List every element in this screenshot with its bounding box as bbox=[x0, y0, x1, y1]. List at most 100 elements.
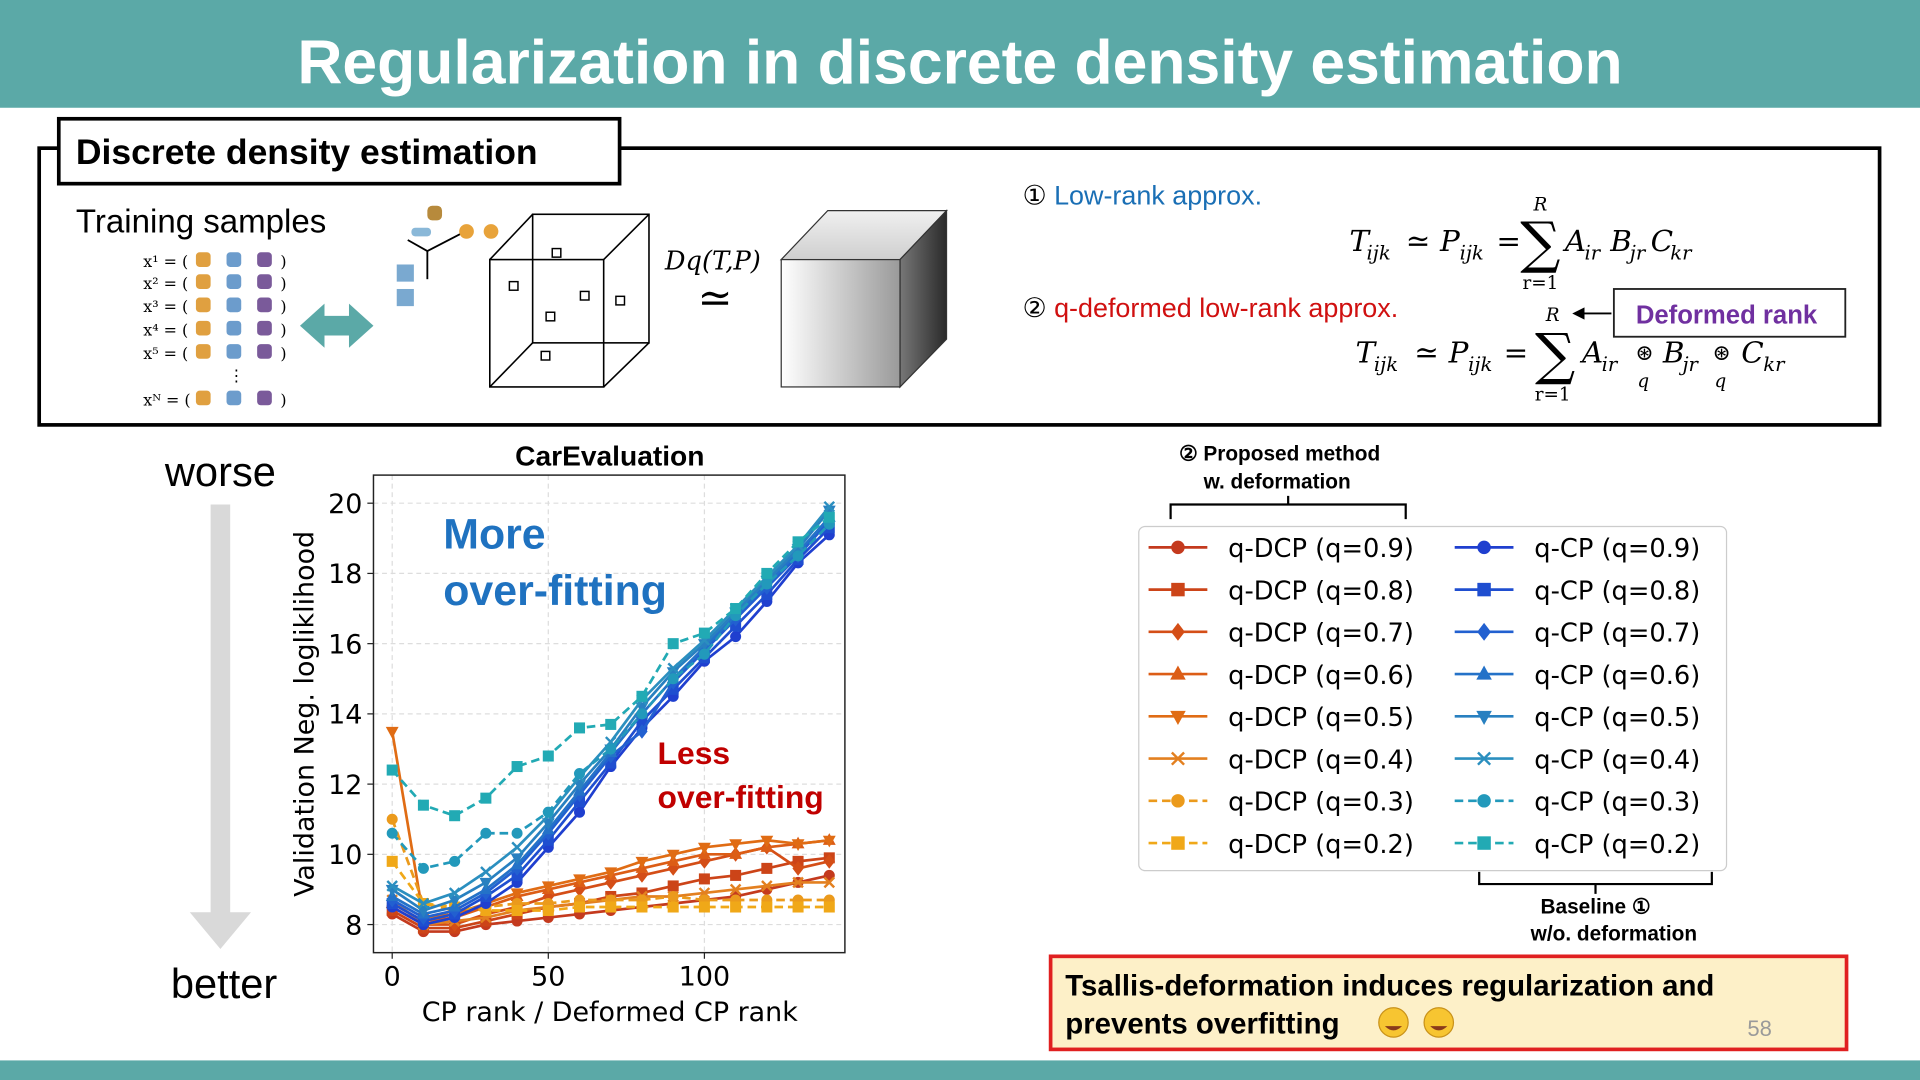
sample-icon bbox=[257, 320, 272, 336]
point bbox=[791, 839, 805, 851]
annotation: over-fitting bbox=[658, 779, 824, 815]
legend-label: q-DCP (q=0.4) bbox=[1228, 745, 1414, 775]
point bbox=[448, 887, 461, 899]
legend-marker bbox=[1477, 622, 1491, 641]
legend-marker bbox=[1476, 665, 1492, 680]
point bbox=[386, 764, 398, 776]
sample-icon bbox=[226, 344, 242, 359]
y-tick-label: 12 bbox=[328, 770, 362, 801]
point bbox=[792, 550, 804, 562]
point bbox=[792, 536, 804, 548]
sample-icon bbox=[195, 344, 211, 359]
point bbox=[823, 869, 835, 881]
formula-token: ijk bbox=[1374, 353, 1398, 376]
sample-close: ) bbox=[280, 297, 286, 316]
formula-token: kr bbox=[1670, 242, 1693, 265]
point bbox=[480, 827, 492, 839]
point bbox=[667, 901, 679, 913]
slide-title: Regularization in discrete density estim… bbox=[297, 27, 1622, 97]
point bbox=[698, 648, 710, 660]
formula-token: R bbox=[1545, 305, 1560, 326]
sample-close: ) bbox=[280, 321, 286, 340]
point bbox=[666, 849, 680, 862]
sample-icon bbox=[195, 274, 211, 289]
box-label-frame bbox=[56, 116, 622, 186]
formula-token: ⊛ bbox=[1712, 341, 1730, 366]
deformed-arrow bbox=[1572, 307, 1612, 320]
point bbox=[416, 905, 430, 918]
wire-cube bbox=[489, 213, 650, 388]
formula-token: ≃ bbox=[1406, 224, 1431, 258]
formula-token: A bbox=[1579, 335, 1603, 369]
sample-close: ) bbox=[280, 344, 286, 363]
sample-icon bbox=[257, 252, 272, 267]
formula-token: ∑ bbox=[1520, 211, 1560, 276]
formula-token: T bbox=[1349, 224, 1371, 258]
point bbox=[574, 806, 586, 818]
formula-token: C bbox=[1741, 335, 1763, 369]
legend-label: q-CP (q=0.6) bbox=[1534, 661, 1700, 691]
legend-marker bbox=[1476, 710, 1492, 725]
sample: x³ = ( bbox=[143, 297, 188, 316]
point bbox=[761, 901, 773, 913]
legend-marker bbox=[1170, 751, 1185, 766]
point bbox=[449, 810, 461, 822]
point bbox=[542, 905, 554, 917]
formula-token: ∑ bbox=[1535, 322, 1575, 387]
series-line bbox=[391, 516, 831, 818]
point bbox=[730, 631, 742, 643]
y-axis-label: Validation Neg. logliklihood bbox=[289, 531, 320, 897]
sample-icon bbox=[257, 390, 272, 406]
y-tick-label: 18 bbox=[328, 559, 362, 590]
point bbox=[823, 853, 835, 869]
y-tick-label: 8 bbox=[345, 910, 362, 941]
y-tick-label: 10 bbox=[328, 840, 362, 871]
formula-token: = bbox=[1504, 335, 1529, 369]
axes-icon bbox=[407, 231, 464, 280]
formula-token: kr bbox=[1763, 353, 1786, 376]
sample-icon bbox=[226, 297, 242, 313]
emoji bbox=[1378, 1007, 1455, 1038]
point bbox=[479, 877, 493, 890]
formula-token: B bbox=[1662, 335, 1685, 369]
point bbox=[511, 905, 523, 917]
point bbox=[636, 724, 648, 739]
approx-sign: ≃ bbox=[698, 273, 733, 322]
formula-token: A bbox=[1562, 224, 1586, 258]
point bbox=[386, 855, 398, 867]
cells bbox=[508, 247, 626, 361]
conclusion-1: Tsallis-deformation induces regularizati… bbox=[1065, 970, 1714, 1003]
x-tick-label: 100 bbox=[679, 962, 730, 993]
item2-text: q-deformed low-rank approx. bbox=[1054, 293, 1398, 323]
point bbox=[729, 839, 743, 851]
formula-token: P bbox=[1448, 335, 1470, 369]
formula-token: ⊛ bbox=[1635, 341, 1653, 366]
header-band bbox=[0, 0, 1920, 108]
point bbox=[698, 627, 710, 639]
chart: CarEvaluation CP rank / Deformed CP rank V… bbox=[289, 440, 1728, 1028]
x-tick-label: 50 bbox=[531, 962, 565, 993]
formula-token: q bbox=[1637, 371, 1649, 392]
point bbox=[792, 901, 804, 913]
series-line bbox=[390, 818, 830, 912]
formula-token: B bbox=[1609, 224, 1632, 258]
sample-last: xᴺ = ( bbox=[143, 390, 190, 409]
legend-label: q-DCP (q=0.8) bbox=[1228, 576, 1414, 606]
legend-label: q-DCP (q=0.9) bbox=[1228, 534, 1414, 564]
point bbox=[667, 662, 679, 674]
point bbox=[386, 880, 398, 892]
annotation: over-fitting bbox=[443, 567, 667, 615]
item1: ① Low-rank approx. bbox=[1022, 180, 1262, 210]
legend-label: q-CP (q=0.9) bbox=[1534, 534, 1700, 564]
formula-token: ijk bbox=[1460, 242, 1484, 265]
point bbox=[574, 768, 586, 780]
point bbox=[449, 855, 461, 867]
point bbox=[729, 883, 742, 896]
legend-label: q-DCP (q=0.2) bbox=[1228, 830, 1414, 860]
x-axis-label: CP rank / Deformed CP rank bbox=[422, 997, 798, 1028]
point bbox=[792, 876, 804, 889]
point bbox=[511, 841, 523, 854]
sample-icon bbox=[226, 252, 242, 267]
point bbox=[729, 847, 743, 859]
